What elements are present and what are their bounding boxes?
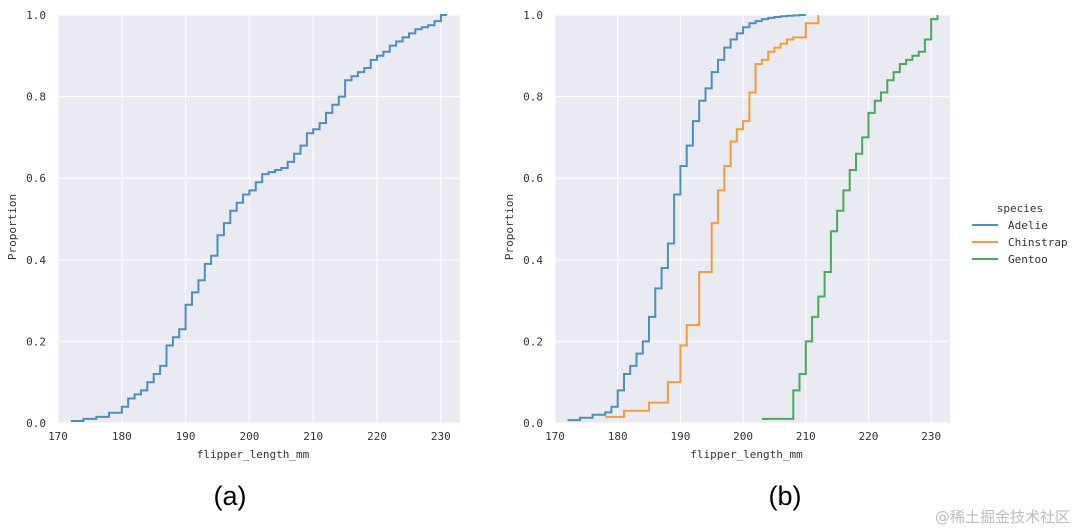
legend-label-adelie: Adelie (1008, 219, 1048, 232)
x-tick-label: 180 (608, 430, 628, 443)
x-tick-label: 180 (112, 430, 132, 443)
legend-title: species (997, 202, 1043, 215)
x-tick-label: 210 (303, 430, 323, 443)
x-tick-label: 220 (367, 430, 387, 443)
x-tick-label: 210 (796, 430, 816, 443)
caption-b: (b) (769, 481, 802, 511)
ecdf-line (70, 14, 448, 422)
legend-label-gentoo: Gentoo (1008, 253, 1048, 266)
ecdf-line-chinstrap (605, 15, 820, 418)
y-tick-label: 0.4 (523, 254, 543, 267)
x-tick-label: 230 (921, 430, 941, 443)
y-axis-label: Proportion (503, 194, 516, 260)
chart-a: 170 180 190 200 210 220 230 0.0 0.2 0.4 0.6 0.8 1.0 f… (6, 9, 460, 461)
x-tick-label: 200 (239, 430, 259, 443)
y-tick-label: 0.0 (26, 417, 46, 430)
y-tick-label: 1.0 (26, 9, 46, 22)
caption-a: (a) (214, 481, 247, 511)
x-axis-label: flipper_length_mm (197, 448, 310, 461)
legend: species Adelie Chinstrap Gentoo (972, 202, 1068, 266)
x-axis-label: flipper_length_mm (690, 448, 803, 461)
y-tick-label: 0.8 (26, 91, 46, 104)
x-tick-label: 230 (431, 430, 451, 443)
y-tick-label: 1.0 (523, 9, 543, 22)
plot-area (555, 15, 950, 423)
y-tick-label: 0.2 (523, 335, 543, 348)
y-tick-label: 0.6 (26, 172, 46, 185)
x-tick-label: 190 (670, 430, 690, 443)
y-tick-label: 0.4 (26, 254, 46, 267)
x-tick-label: 170 (48, 430, 68, 443)
x-tick-label: 220 (859, 430, 879, 443)
y-axis-label: Proportion (6, 194, 19, 260)
x-tick-label: 170 (545, 430, 565, 443)
y-tick-label: 0.6 (523, 172, 543, 185)
y-tick-label: 0.0 (523, 417, 543, 430)
ecdf-line-gentoo (761, 15, 939, 420)
ecdf-line-adelie (567, 14, 806, 422)
x-tick-label: 190 (176, 430, 196, 443)
watermark: @稀土掘金技术社区 (935, 508, 1070, 526)
chart-b: 170 180 190 200 210 220 230 0.0 0.2 0.4 0.6 0.8 1.0 f… (503, 9, 950, 461)
x-tick-label: 200 (733, 430, 753, 443)
legend-label-chinstrap: Chinstrap (1008, 236, 1068, 249)
plot-area (58, 15, 460, 423)
y-tick-label: 0.2 (26, 335, 46, 348)
y-tick-label: 0.8 (523, 91, 543, 104)
